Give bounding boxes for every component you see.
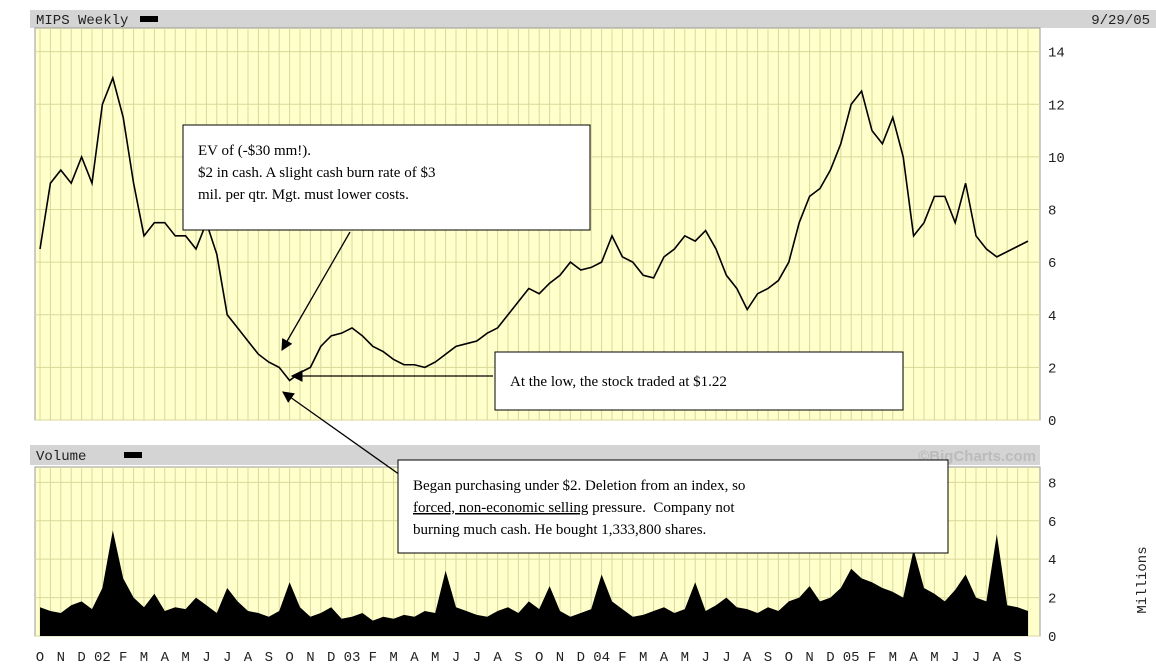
x-tick-label: D — [826, 650, 834, 666]
x-tick-label: J — [972, 650, 980, 666]
x-tick-label: A — [660, 650, 669, 666]
volume-icon — [124, 452, 142, 458]
annotation-text: burning much cash. He bought 1,333,800 s… — [413, 522, 706, 538]
x-tick-label: M — [181, 650, 189, 666]
y-tick-label: 6 — [1048, 515, 1056, 531]
x-tick-label: 02 — [94, 650, 111, 666]
x-tick-label: O — [785, 650, 793, 666]
x-tick-label: F — [119, 650, 127, 666]
x-tick-label: J — [722, 650, 730, 666]
x-tick-label: D — [577, 650, 585, 666]
x-tick-label: M — [889, 650, 897, 666]
title-icon — [140, 16, 158, 22]
arrow — [282, 391, 411, 483]
x-tick-label: N — [306, 650, 314, 666]
y-tick-label: 2 — [1048, 592, 1056, 608]
x-tick-label: M — [930, 650, 938, 666]
x-tick-label: A — [244, 650, 253, 666]
y-tick-label: 4 — [1048, 553, 1056, 569]
annotation-box — [182, 124, 591, 231]
x-tick-label: S — [265, 650, 273, 666]
x-tick-label: F — [369, 650, 377, 666]
x-tick-label: A — [410, 650, 419, 666]
y-tick-label: 14 — [1048, 46, 1065, 62]
price-header — [30, 10, 1156, 28]
y-axis-label: Millions — [1135, 546, 1151, 613]
annotation-text: Began purchasing under $2. Deletion from… — [413, 478, 745, 494]
y-tick-label: 12 — [1048, 98, 1065, 114]
x-tick-label: J — [223, 650, 231, 666]
volume-title: Volume — [36, 449, 86, 465]
annotations: EV of (-$30 mm!). $2 in cash. A slight ca… — [182, 124, 949, 554]
x-tick-label: F — [868, 650, 876, 666]
arrow — [281, 231, 351, 352]
y-tick-label: 8 — [1048, 476, 1056, 492]
x-tick-label: J — [473, 650, 481, 666]
annotation-text: mil. per qtr. Mgt. must lower costs. — [198, 187, 409, 203]
x-tick-label: M — [140, 650, 148, 666]
x-tick-label: N — [57, 650, 65, 666]
x-tick-label: J — [202, 650, 210, 666]
annotation-box — [494, 351, 904, 411]
y-tick-label: 6 — [1048, 256, 1056, 272]
x-tick-label: N — [556, 650, 564, 666]
annotation-box — [397, 459, 949, 554]
underlined-text: forced, non-economic selling — [413, 500, 589, 516]
x-tick-label: S — [764, 650, 772, 666]
y-tick-label: 4 — [1048, 309, 1056, 325]
x-tick-label: M — [431, 650, 439, 666]
x-tick-label: 05 — [843, 650, 860, 666]
x-tick-label: J — [701, 650, 709, 666]
volume-area — [40, 530, 1028, 636]
x-tick-label: N — [805, 650, 813, 666]
x-tick-label: A — [743, 650, 752, 666]
y-tick-label: 2 — [1048, 361, 1056, 377]
y-tick-label: 0 — [1048, 630, 1056, 646]
x-tick-label: S — [514, 650, 522, 666]
y-tick-label: 0 — [1048, 414, 1056, 430]
x-tick-label: O — [36, 650, 44, 666]
x-tick-label: O — [285, 650, 293, 666]
x-tick-label: M — [639, 650, 647, 666]
x-tick-label: D — [327, 650, 335, 666]
x-tick-label: A — [993, 650, 1002, 666]
x-tick-label: S — [1013, 650, 1021, 666]
x-tick-label: J — [452, 650, 460, 666]
annotation-text: forced, non-economic selling pressure. C… — [413, 500, 735, 516]
text-rest: pressure. Company not — [588, 500, 735, 516]
y-tick-label: 10 — [1048, 151, 1065, 167]
annotation-text: EV of (-$30 mm!). — [198, 143, 311, 159]
annotation-text: $2 in cash. A slight cash burn rate of $… — [198, 165, 435, 181]
x-tick-label: M — [389, 650, 397, 666]
x-tick-label: A — [493, 650, 502, 666]
x-tick-label: O — [535, 650, 543, 666]
x-tick-label: D — [77, 650, 85, 666]
chart-title: MIPS Weekly — [36, 13, 128, 29]
x-tick-label: 03 — [344, 650, 361, 666]
x-tick-label: J — [951, 650, 959, 666]
x-tick-label: F — [618, 650, 626, 666]
x-tick-label: 04 — [593, 650, 610, 666]
annotation-text: At the low, the stock traded at $1.22 — [510, 374, 727, 390]
chart-date: 9/29/05 — [1091, 13, 1150, 29]
y-tick-label: 8 — [1048, 204, 1056, 220]
x-tick-label: M — [681, 650, 689, 666]
x-tick-label: A — [161, 650, 170, 666]
x-tick-label: A — [909, 650, 918, 666]
